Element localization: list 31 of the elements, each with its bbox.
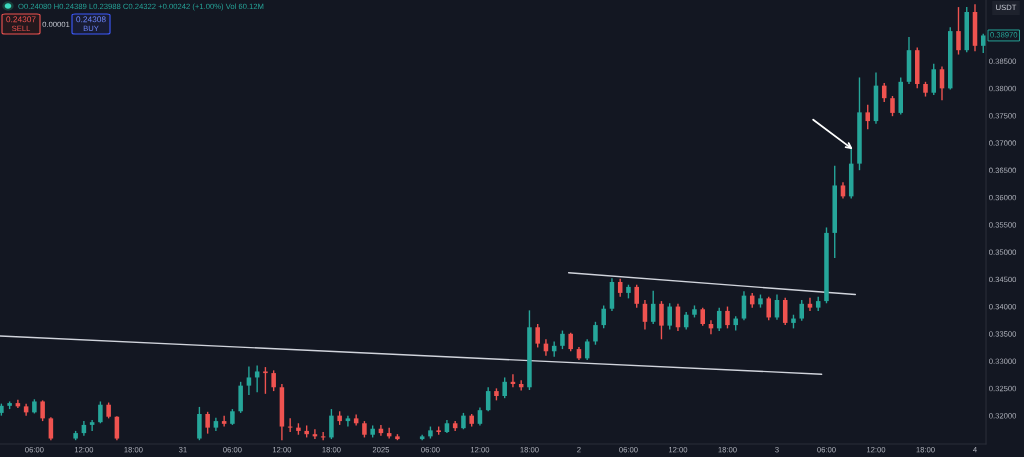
- candlestick: [40, 399, 45, 422]
- candlestick: [345, 414, 351, 428]
- candlestick: [221, 414, 227, 428]
- candlestick: [634, 284, 639, 309]
- candlestick: [98, 400, 103, 424]
- candlestick: [865, 104, 870, 130]
- candlestick: [601, 304, 606, 330]
- candlestick: [48, 416, 54, 441]
- candlestick: [568, 332, 573, 352]
- candlestick: [725, 305, 730, 330]
- candlestick: [535, 323, 540, 349]
- candlestick: [807, 297, 813, 312]
- candlestick: [271, 369, 276, 392]
- candlestick: [766, 296, 771, 321]
- candlestick: [956, 6, 961, 56]
- candlestick: [931, 63, 937, 96]
- annotation: 0.24307: [6, 16, 36, 23]
- candlestick: [593, 321, 598, 346]
- candlestick: [502, 376, 507, 399]
- candlestick: [89, 419, 95, 432]
- candlestick: [799, 299, 804, 322]
- candlestick: [890, 95, 895, 117]
- candlestick: [205, 411, 210, 435]
- candlestick: [246, 365, 252, 396]
- candlestick: [329, 408, 334, 440]
- candlestick: [659, 300, 664, 340]
- candlestick: [263, 366, 268, 395]
- candlestick: [667, 302, 672, 331]
- candlestick: [560, 329, 565, 350]
- candlestick: [881, 82, 887, 103]
- annotation: 0.24308: [76, 16, 106, 23]
